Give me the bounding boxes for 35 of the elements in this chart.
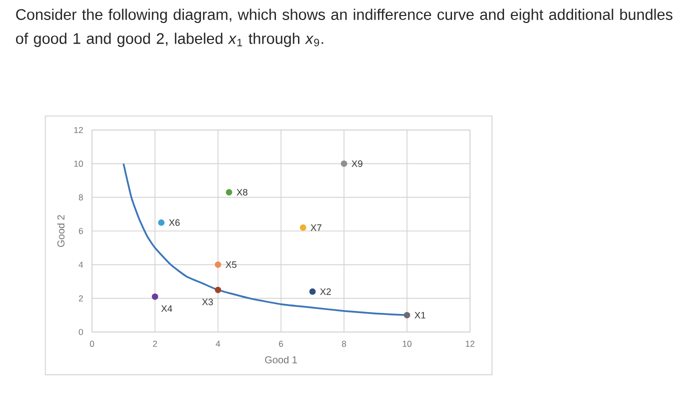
x-tick-label: 12: [466, 340, 474, 347]
x-tick-label: 10: [402, 340, 412, 347]
series-label: X9: [352, 160, 362, 167]
y-tick-label: 4: [78, 262, 84, 268]
y-tick-label: 2: [78, 295, 83, 302]
point: [404, 312, 410, 318]
x-tick-label: 4: [216, 340, 220, 347]
point: [226, 189, 232, 196]
point: [214, 261, 222, 268]
point: [214, 286, 222, 294]
point: [158, 219, 165, 226]
x-tick-label: 2: [153, 340, 157, 347]
y-tick-label: 10: [74, 160, 83, 167]
x-tick-label: 6: [279, 340, 284, 347]
x-tick-label: 0: [90, 340, 94, 347]
series-label: X2: [320, 288, 331, 295]
series-label: X8: [236, 188, 248, 196]
y-tick-label: 8: [78, 194, 83, 200]
series-label: X1: [414, 312, 426, 318]
y-axis-title: Good 2: [57, 215, 64, 247]
y-tick-label: 6: [78, 228, 83, 234]
point: [300, 224, 306, 231]
series-label: X6: [168, 219, 180, 226]
y-tick-label: 12: [74, 126, 83, 134]
y-tick-label: 0: [78, 328, 83, 336]
x-tick-label: 8: [342, 340, 346, 347]
point: [309, 288, 316, 295]
series-label: X4: [161, 305, 172, 312]
x-axis-title: Good 1: [265, 356, 297, 364]
series-label: X5: [226, 261, 236, 268]
point: [340, 160, 348, 167]
chart-title: Consider the following diagram, which shows an indifference curve and eight additional bundles of good 1 and good 2, labeled x$_{1}$ through x$_{9}$.: [16, 8, 672, 47]
point: [152, 293, 158, 300]
series-label: X3: [202, 298, 213, 306]
series-label: X7: [310, 224, 322, 231]
